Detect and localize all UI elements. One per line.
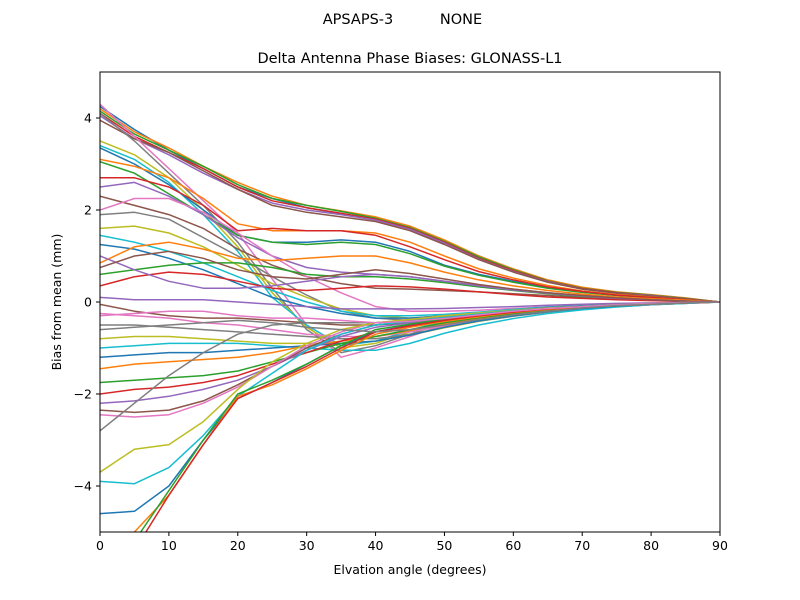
series-line-s14 bbox=[100, 177, 720, 303]
x-tick-label: 0 bbox=[96, 538, 104, 553]
x-axis: 0 10 20 30 40 50 60 70 80 90 bbox=[96, 532, 728, 553]
series-group bbox=[100, 103, 720, 532]
x-tick-label: 30 bbox=[299, 538, 315, 553]
y-axis: −4 −2 0 2 4 bbox=[74, 111, 100, 494]
x-axis-label: Elvation angle (degrees) bbox=[333, 562, 486, 577]
y-tick-label: 0 bbox=[84, 295, 92, 310]
series-line-s24 bbox=[100, 271, 720, 303]
y-axis-label: Bias from mean (mm) bbox=[49, 234, 64, 371]
x-tick-label: 10 bbox=[161, 538, 177, 553]
y-tick-label: 2 bbox=[84, 203, 92, 218]
series-line-s47 bbox=[100, 301, 720, 324]
x-tick-label: 70 bbox=[574, 538, 590, 553]
x-tick-label: 20 bbox=[230, 538, 246, 553]
series-line-s25 bbox=[100, 296, 720, 310]
y-tick-label: −2 bbox=[74, 387, 92, 402]
series-line-s48 bbox=[100, 301, 720, 333]
x-tick-label: 50 bbox=[436, 538, 452, 553]
suptitle-right: NONE bbox=[440, 12, 482, 28]
series-line-s46 bbox=[100, 250, 720, 303]
suptitle-left: APSAPS-3 bbox=[323, 12, 393, 28]
x-tick-label: 60 bbox=[505, 538, 521, 553]
series-line-s22 bbox=[100, 241, 720, 303]
chart-title: Delta Antenna Phase Biases: GLONASS-L1 bbox=[257, 51, 562, 67]
x-tick-label: 80 bbox=[643, 538, 659, 553]
x-tick-label: 90 bbox=[712, 538, 728, 553]
x-tick-label: 40 bbox=[368, 538, 384, 553]
y-tick-label: 4 bbox=[84, 111, 92, 126]
y-tick-label: −4 bbox=[74, 479, 92, 494]
series-line-s06 bbox=[100, 119, 720, 303]
series-line-s30 bbox=[100, 301, 720, 352]
